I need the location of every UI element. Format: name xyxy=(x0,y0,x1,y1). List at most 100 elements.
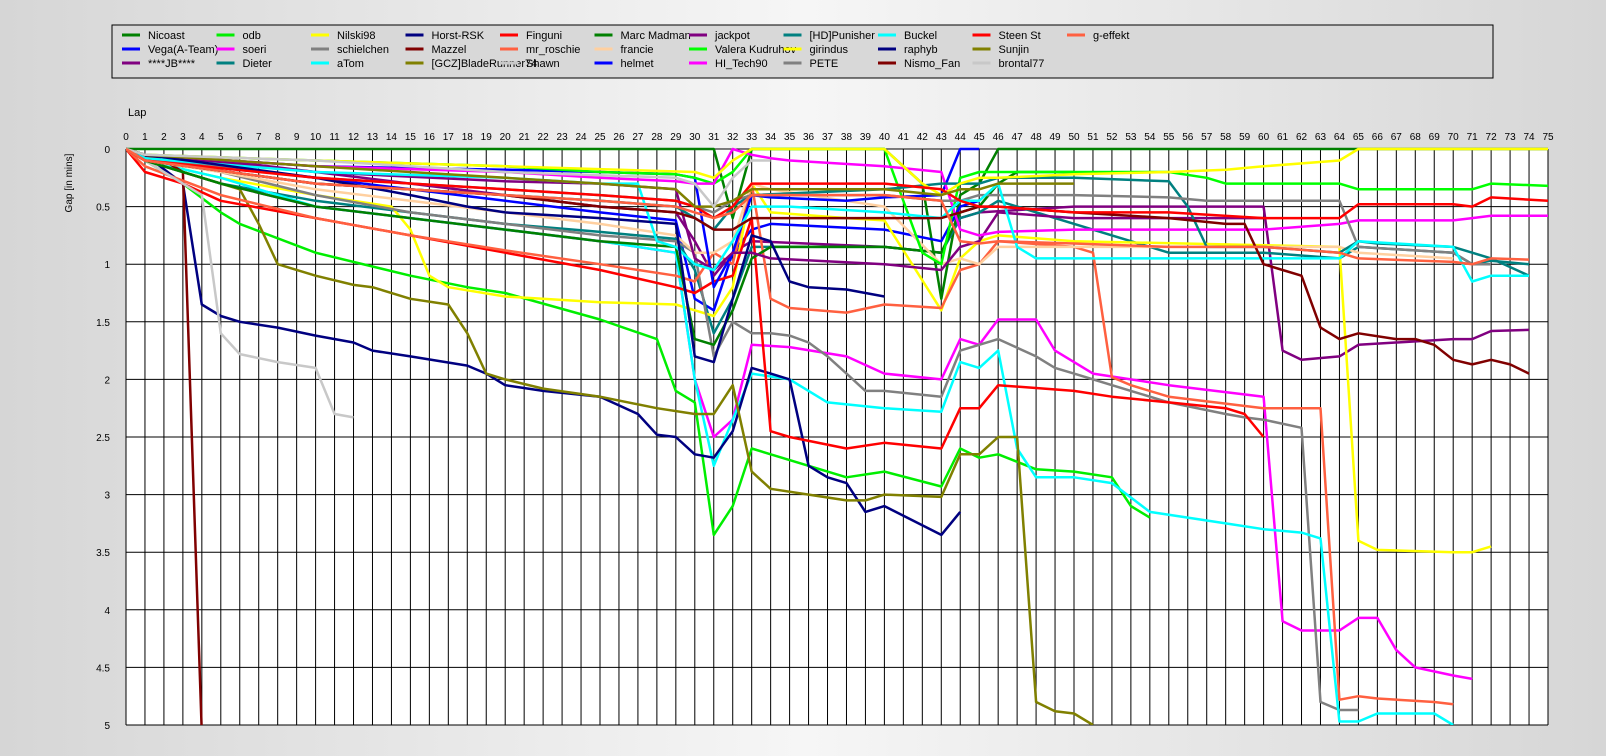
legend-label: PETE xyxy=(810,58,839,70)
x-tick-label: 8 xyxy=(275,132,281,143)
series-line xyxy=(126,147,1074,208)
x-tick-label: 16 xyxy=(424,132,436,143)
series-line xyxy=(126,147,1548,237)
x-tick-label: 55 xyxy=(1163,132,1175,143)
series-line xyxy=(126,147,1094,725)
series-line xyxy=(126,147,771,208)
series-line xyxy=(126,147,1530,266)
x-tick-label: 22 xyxy=(538,132,550,143)
x-tick-label: 67 xyxy=(1391,132,1403,143)
x-tick-label: 38 xyxy=(841,132,853,143)
x-tick-label: 51 xyxy=(1087,132,1099,143)
series-line xyxy=(126,147,1359,712)
y-tick-label: 2.5 xyxy=(96,433,110,444)
series-line xyxy=(126,147,1549,220)
legend-label: Buckel xyxy=(904,30,937,42)
x-tick-label: 31 xyxy=(708,132,720,143)
x-tick-label: 21 xyxy=(519,132,531,143)
x-tick-label: 60 xyxy=(1258,132,1270,143)
x-tick-label: 5 xyxy=(218,132,224,143)
x-tick-label: 18 xyxy=(462,132,474,143)
plot-area: 0 1 2 3 4 5 6 7 8 9 10 11 12 13 14 15 16 17 18 19 20 21 22 23 24… xyxy=(96,132,1554,732)
x-tick-label: 50 xyxy=(1068,132,1080,143)
legend-label: raphyb xyxy=(904,44,938,56)
y-tick-label: 2 xyxy=(104,375,110,386)
x-tick-label: 74 xyxy=(1523,132,1535,143)
x-tick-label: 32 xyxy=(727,132,739,143)
x-tick-label: 6 xyxy=(237,132,243,143)
legend-label: jackpot xyxy=(714,30,750,42)
legend-label: Vega(A-Team) xyxy=(148,44,218,56)
x-tick-label: 9 xyxy=(294,132,300,143)
legend-label: soeri xyxy=(243,44,267,56)
x-tick-label: 70 xyxy=(1448,132,1460,143)
legend-label: helmet xyxy=(621,58,654,70)
x-tick-label: 63 xyxy=(1315,132,1327,143)
series-line xyxy=(126,147,354,419)
series-line xyxy=(126,147,1264,272)
x-tick-label: 10 xyxy=(310,132,322,143)
legend-label: girindus xyxy=(810,44,849,56)
legend-label: Nicoast xyxy=(148,30,185,42)
legend-label: Steen St xyxy=(999,30,1041,42)
series-line xyxy=(126,147,962,537)
legend-label: brontal77 xyxy=(999,58,1045,70)
x-tick-label: 7 xyxy=(256,132,262,143)
x-tick-label: 45 xyxy=(974,132,986,143)
y-tick-label: 0.5 xyxy=(96,203,110,214)
x-tick-label: 4 xyxy=(199,132,205,143)
series-layer xyxy=(126,147,1549,725)
series-line xyxy=(126,147,1454,266)
x-tick-label: 71 xyxy=(1467,132,1479,143)
x-tick-label: 41 xyxy=(898,132,910,143)
x-tick-label: 64 xyxy=(1334,132,1346,143)
x-tick-label: 65 xyxy=(1353,132,1365,143)
y-tick-label: 4.5 xyxy=(96,663,110,674)
x-tick-label: 66 xyxy=(1372,132,1384,143)
x-tick-label: 37 xyxy=(822,132,834,143)
x-tick-label: 11 xyxy=(329,132,340,143)
x-tick-label: 72 xyxy=(1486,132,1498,143)
y-tick-label: 4 xyxy=(104,606,110,617)
x-tick-label: 42 xyxy=(917,132,929,143)
legend-label: odb xyxy=(243,30,261,42)
x-tick-label: 44 xyxy=(955,132,967,143)
x-tick-label: 46 xyxy=(993,132,1005,143)
x-tick-label: 39 xyxy=(860,132,872,143)
x-tick-label: 14 xyxy=(386,132,398,143)
y-tick-label: 0 xyxy=(104,145,110,156)
x-tick-label: 36 xyxy=(803,132,815,143)
x-tick-label: 49 xyxy=(1049,132,1061,143)
x-tick-label: 73 xyxy=(1505,132,1517,143)
x-tick-label: 35 xyxy=(784,132,796,143)
x-tick-label: 48 xyxy=(1031,132,1043,143)
legend-label: francie xyxy=(621,44,654,56)
legend-label: Valera Kudruhov xyxy=(715,44,797,56)
y-tick-labels: 0 0.5 1 1.5 2 2.5 3 3.5 4 4.5 5 xyxy=(96,145,110,732)
x-tick-label: 56 xyxy=(1182,132,1194,143)
series-line xyxy=(126,147,1530,375)
x-tick-label: 13 xyxy=(367,132,379,143)
x-tick-label: 12 xyxy=(348,132,360,143)
x-tick-label: 43 xyxy=(936,132,948,143)
x-tick-label: 17 xyxy=(443,132,455,143)
legend-label: Marc Madman xyxy=(621,30,691,42)
legend-label: aTom xyxy=(337,58,364,70)
x-tick-label: 19 xyxy=(481,132,493,143)
x-tick-label: 61 xyxy=(1277,132,1289,143)
series-line xyxy=(126,147,1151,537)
legend-label: Finguni xyxy=(526,30,562,42)
legend-label: HI_Tech90 xyxy=(715,58,768,70)
y-tick-label: 3 xyxy=(104,491,110,502)
x-tick-label: 52 xyxy=(1106,132,1118,143)
x-tick-label: 23 xyxy=(557,132,569,143)
legend-label: Horst-RSK xyxy=(432,30,485,42)
y-tick-label: 1 xyxy=(104,260,110,271)
x-tick-label: 27 xyxy=(632,132,644,143)
x-tick-label: 62 xyxy=(1296,132,1308,143)
x-tick-label: 29 xyxy=(670,132,682,143)
x-tick-label: 1 xyxy=(142,132,148,143)
legend-label: Mazzel xyxy=(432,44,467,56)
legend-label: mr_roschie xyxy=(526,44,580,56)
